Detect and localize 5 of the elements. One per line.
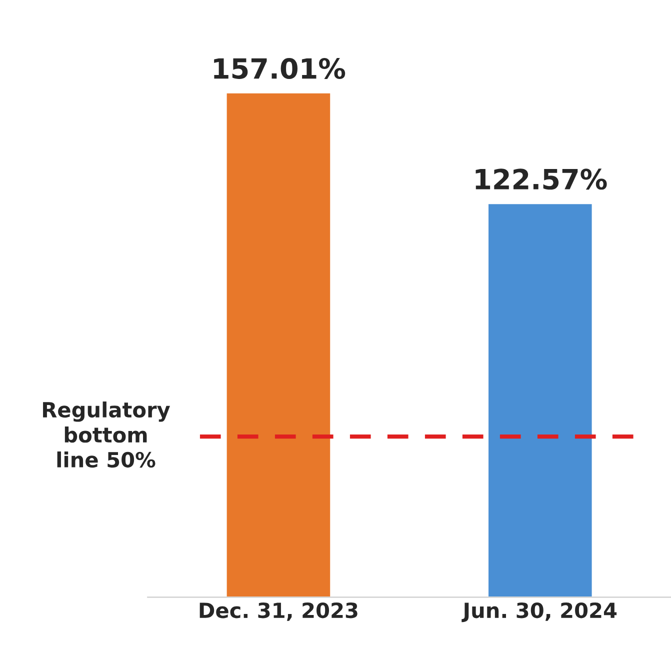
data-label: 157.01% (214, 58, 346, 80)
ref-line-label: Regulatory bottom line 50% (43, 401, 170, 468)
x-tick-label: Jun. 30, 2024 (462, 602, 617, 622)
data-label: 122.57% (476, 168, 607, 190)
x-tick-label: Dec. 31, 2023 (200, 602, 358, 621)
